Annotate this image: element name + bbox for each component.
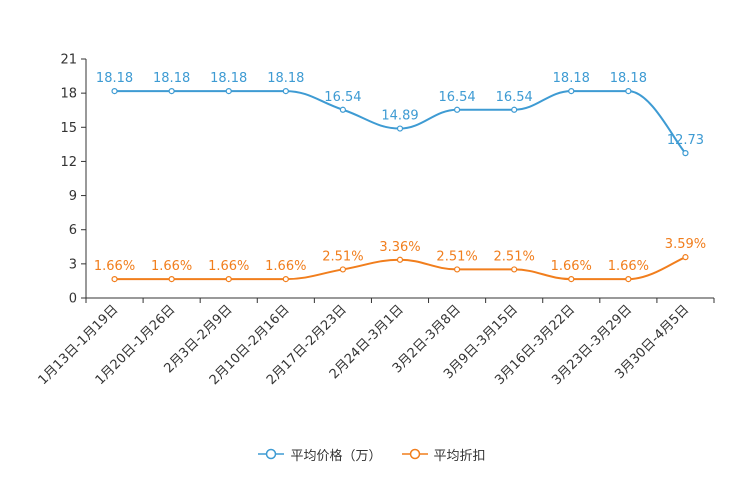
data-point[interactable] — [683, 255, 688, 260]
data-label: 18.18 — [267, 71, 304, 86]
y-tick-label: 18 — [60, 87, 77, 102]
data-point[interactable] — [569, 277, 574, 282]
y-tick-label: 12 — [60, 155, 77, 170]
data-point[interactable] — [626, 89, 631, 94]
data-label: 12.73 — [667, 133, 704, 148]
data-label: 16.54 — [324, 90, 361, 105]
data-point[interactable] — [626, 277, 631, 282]
y-tick-label: 15 — [60, 121, 77, 136]
y-axis: 0 3 6 9 12 15 18 21 — [60, 53, 86, 307]
data-label: 18.18 — [610, 71, 647, 86]
data-point[interactable] — [455, 107, 460, 112]
y-tick-label: 6 — [69, 223, 77, 238]
data-label: 1.66% — [208, 259, 249, 274]
data-point[interactable] — [169, 89, 174, 94]
data-point[interactable] — [398, 257, 403, 262]
data-point[interactable] — [226, 89, 231, 94]
data-point[interactable] — [455, 267, 460, 272]
legend: 平均价格（万） 平均折扣 — [0, 444, 744, 464]
legend-discount-line-icon — [402, 447, 428, 461]
legend-item-discount[interactable]: 平均折扣 — [402, 445, 486, 464]
data-point[interactable] — [283, 277, 288, 282]
series-layer: 18.18 18.18 18.18 18.18 16.54 14.89 16.54 16.54… — [94, 71, 706, 282]
data-label: 2.51% — [494, 249, 535, 264]
data-label: 18.18 — [210, 71, 247, 86]
data-point[interactable] — [398, 126, 403, 131]
data-label: 1.66% — [94, 259, 135, 274]
y-tick-label: 3 — [69, 257, 77, 272]
data-label: 14.89 — [381, 109, 418, 124]
y-tick-label: 9 — [69, 189, 77, 204]
data-point[interactable] — [512, 107, 517, 112]
data-label: 16.54 — [438, 90, 475, 105]
data-point[interactable] — [340, 107, 345, 112]
data-label: 1.66% — [551, 259, 592, 274]
data-label: 1.66% — [608, 259, 649, 274]
series-0: 18.18 18.18 18.18 18.18 16.54 14.89 16.54 16.54… — [96, 71, 704, 156]
data-point[interactable] — [112, 89, 117, 94]
data-label: 2.51% — [436, 249, 477, 264]
data-point[interactable] — [169, 277, 174, 282]
y-tick-label: 0 — [69, 292, 77, 307]
data-label: 16.54 — [496, 90, 533, 105]
legend-label-price: 平均价格（万） — [290, 445, 381, 464]
data-point[interactable] — [512, 267, 517, 272]
data-point[interactable] — [683, 151, 688, 156]
data-label: 1.66% — [265, 259, 306, 274]
data-point[interactable] — [340, 267, 345, 272]
data-point[interactable] — [283, 89, 288, 94]
legend-label-discount: 平均折扣 — [434, 445, 486, 464]
y-tick-label: 21 — [60, 53, 77, 68]
data-point[interactable] — [112, 277, 117, 282]
x-axis: 1月13日-1月19日1月20日-1月26日2月3日-2月9日2月10日-2月1… — [36, 298, 714, 388]
data-label: 2.51% — [322, 249, 363, 264]
data-point[interactable] — [569, 89, 574, 94]
data-label: 1.66% — [151, 259, 192, 274]
legend-price-line-icon — [258, 447, 284, 461]
data-label: 3.36% — [379, 240, 420, 255]
series-1: 1.66% 1.66% 1.66% 1.66% 2.51% 3.36% 2.51% 2.51%… — [94, 237, 706, 281]
data-label: 18.18 — [96, 71, 133, 86]
line-chart: 0 3 6 9 12 15 18 21 1月13日-1月19日1月20日-1月26日2月3日-… — [0, 0, 744, 440]
data-point[interactable] — [226, 277, 231, 282]
legend-item-price[interactable]: 平均价格（万） — [258, 445, 381, 464]
data-label: 3.59% — [665, 237, 706, 252]
data-label: 18.18 — [553, 71, 590, 86]
data-label: 18.18 — [153, 71, 190, 86]
